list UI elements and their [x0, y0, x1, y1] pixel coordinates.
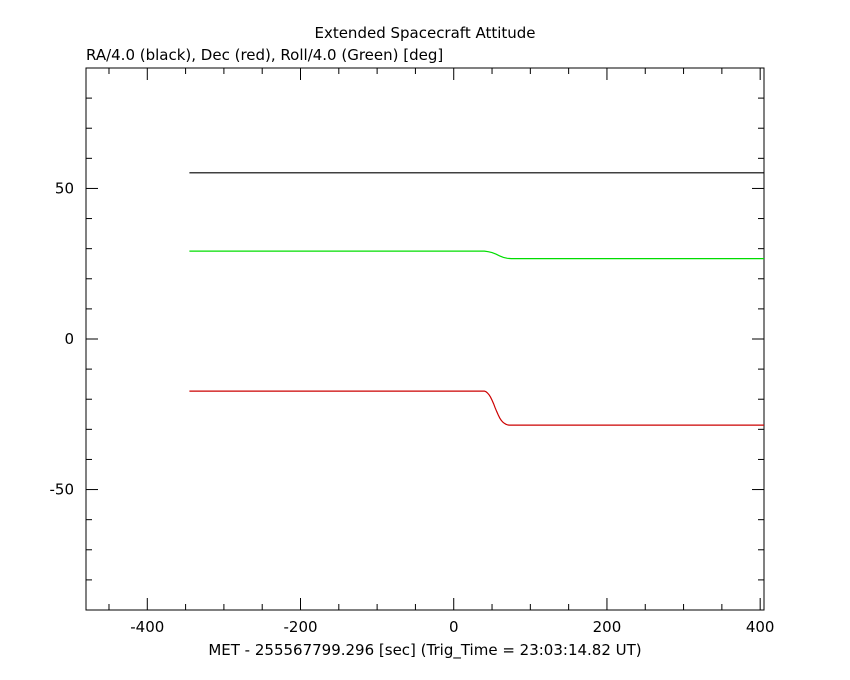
series-line-green — [189, 250, 764, 260]
y-tick-label: -50 — [50, 481, 75, 499]
x-tick-label: 200 — [593, 618, 622, 636]
chart-subtitle: RA/4.0 (black), Dec (red), Roll/4.0 (Gre… — [86, 46, 443, 64]
plot-frame — [85, 67, 765, 611]
x-axis-label: MET - 255567799.296 [sec] (Trig_Time = 2… — [208, 641, 641, 660]
y-tick-label: 0 — [64, 330, 74, 348]
y-tick-label: 50 — [55, 179, 74, 197]
plot-layer: -400 -200 0 200 400 -50 0 50 — [50, 67, 775, 636]
x-tick-label: -400 — [130, 618, 164, 636]
series-line-red — [189, 390, 764, 426]
chart-title: Extended Spacecraft Attitude — [314, 24, 535, 42]
x-tick-label: 400 — [746, 618, 775, 636]
x-tick-label: 0 — [449, 618, 459, 636]
x-tick-label: -200 — [283, 618, 317, 636]
